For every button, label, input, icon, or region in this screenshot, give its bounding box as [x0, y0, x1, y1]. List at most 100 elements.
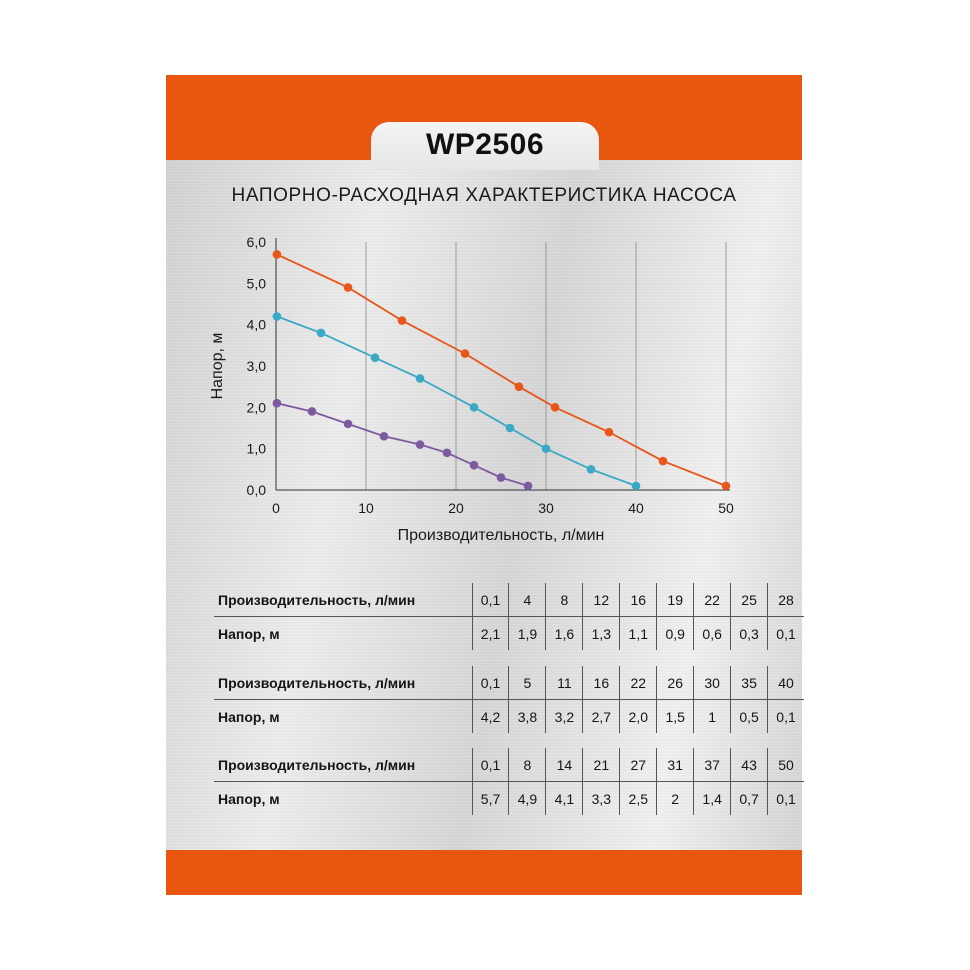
data-point [397, 316, 407, 325]
table-cell: 1 [693, 699, 731, 733]
data-point [370, 353, 380, 363]
bottom-orange-band [166, 850, 802, 895]
table-cell: 0,3 [730, 616, 768, 650]
data-point [272, 250, 282, 259]
row-label: Напор, м [218, 790, 280, 807]
table-cell: 40 [767, 666, 804, 700]
data-point [586, 465, 596, 474]
y-tick-label: 0,0 [247, 482, 267, 498]
table-cell: 28 [767, 583, 804, 617]
table-cell: 31 [656, 748, 694, 782]
table-row: Производительность, л/мин 0,1 4 8 12 16 19 22 25… [214, 583, 804, 617]
data-point [469, 460, 479, 470]
table-cell: 30 [693, 666, 731, 700]
data-point [658, 456, 668, 466]
table-cell: 0,1 [767, 781, 804, 815]
table-cell: 4,2 [471, 699, 509, 733]
data-table-1: Производительность, л/мин 0,1 4 8 12 16 19 22 25… [214, 583, 804, 650]
table-row: Напор, м 5,7 4,9 4,1 3,3 2,5 2 1,4 0,7 0,1 [214, 781, 804, 815]
table-cell: 1,3 [582, 616, 620, 650]
x-tick-label: 10 [358, 500, 374, 516]
table-row: Напор, м 4,2 3,8 3,2 2,7 2,0 1,5 1 0,5 0,1 [214, 699, 804, 733]
table-cell: 3,3 [582, 781, 620, 815]
data-point [415, 440, 425, 449]
x-tick-label: 30 [538, 500, 554, 516]
table-cell: 0,5 [730, 699, 768, 733]
spec-card: WP2506 НАПОРНО-РАСХОДНАЯ ХАРАКТЕРИСТИКА … [166, 75, 804, 895]
data-point [460, 349, 470, 358]
data-point [505, 423, 515, 433]
data-point [523, 481, 533, 491]
table-cell: 21 [582, 748, 620, 782]
series-line-1 [276, 402, 529, 487]
table-cell: 0,7 [730, 781, 768, 815]
data-point [307, 407, 317, 416]
table-cell: 4,9 [508, 781, 546, 815]
table-cell: 1,6 [545, 616, 583, 650]
data-table-2: Производительность, л/мин 0,1 5 11 16 22 26 30 3… [214, 666, 804, 733]
data-point [442, 448, 452, 458]
model-tab [371, 122, 599, 170]
table-cell: 22 [619, 666, 657, 700]
data-point [604, 427, 614, 437]
chart-title: НАПОРНО-РАСХОДНАЯ ХАРАКТЕРИСТИКА НАСОСА [231, 185, 737, 206]
table-row: Производительность, л/мин 0,1 8 14 21 27 31 37 4… [214, 748, 804, 782]
table-cell: 12 [582, 583, 620, 617]
y-tick-label: 4,0 [247, 317, 267, 333]
table-cell: 0,9 [656, 616, 694, 650]
x-tick-label: 40 [628, 500, 644, 516]
table-cell: 1,1 [619, 616, 657, 650]
table-cell: 37 [693, 748, 731, 782]
table-row: Напор, м 2,1 1,9 1,6 1,3 1,1 0,9 0,6 0,3 0,1 [214, 616, 804, 650]
x-tick-label: 0 [272, 500, 280, 516]
row-label: Производительность, л/мин [214, 583, 473, 617]
data-point [631, 481, 641, 491]
data-point [316, 328, 326, 338]
table-cell: 2,0 [619, 699, 657, 733]
data-point [379, 431, 389, 441]
row-label: Напор, м [218, 625, 280, 642]
table-cell: 4 [508, 583, 546, 617]
data-point [343, 419, 353, 429]
table-cell: 14 [545, 748, 583, 782]
table-cell: 2,5 [619, 781, 657, 815]
table-cell: 35 [730, 666, 768, 700]
data-point [343, 283, 353, 292]
data-point [415, 374, 425, 383]
data-point [514, 382, 524, 391]
table-cell: 3,8 [508, 699, 546, 733]
table-cell: 16 [582, 666, 620, 700]
table-cell: 2 [656, 781, 694, 815]
table-cell: 26 [656, 666, 694, 700]
table-cell: 16 [619, 583, 657, 617]
table-cell: 3,2 [545, 699, 583, 733]
table-cell: 25 [730, 583, 768, 617]
y-tick-label: 3,0 [247, 358, 267, 374]
y-tick-label: 2,0 [247, 399, 267, 415]
table-cell: 11 [545, 666, 583, 700]
data-point [721, 481, 731, 491]
table-cell: 5,7 [471, 781, 509, 815]
y-tick-label: 6,0 [247, 234, 267, 250]
table-cell: 1,4 [693, 781, 731, 815]
x-axis-label: Производительность, л/мин [398, 527, 605, 544]
table-row: Производительность, л/мин 0,1 5 11 16 22 26 30 3… [214, 666, 804, 700]
data-point [541, 444, 551, 453]
y-tick-label: 1,0 [247, 441, 267, 457]
table-cell: 0,6 [693, 616, 731, 650]
x-tick-label: 50 [718, 500, 734, 516]
row-label: Напор, м [218, 708, 280, 725]
row-label: Производительность, л/мин [214, 748, 473, 782]
table-cell: 4,1 [545, 781, 583, 815]
table-cell: 19 [656, 583, 694, 617]
data-point [550, 403, 560, 412]
row-label: Производительность, л/мин [214, 666, 473, 700]
data-point [272, 312, 282, 321]
y-tick-label: 5,0 [247, 275, 267, 291]
series-line-2 [276, 315, 637, 487]
table-cell: 2,1 [471, 616, 509, 650]
x-tick-label: 20 [448, 500, 464, 516]
table-cell: 0,1 [767, 699, 804, 733]
table-cell: 22 [693, 583, 731, 617]
data-point [469, 403, 479, 412]
